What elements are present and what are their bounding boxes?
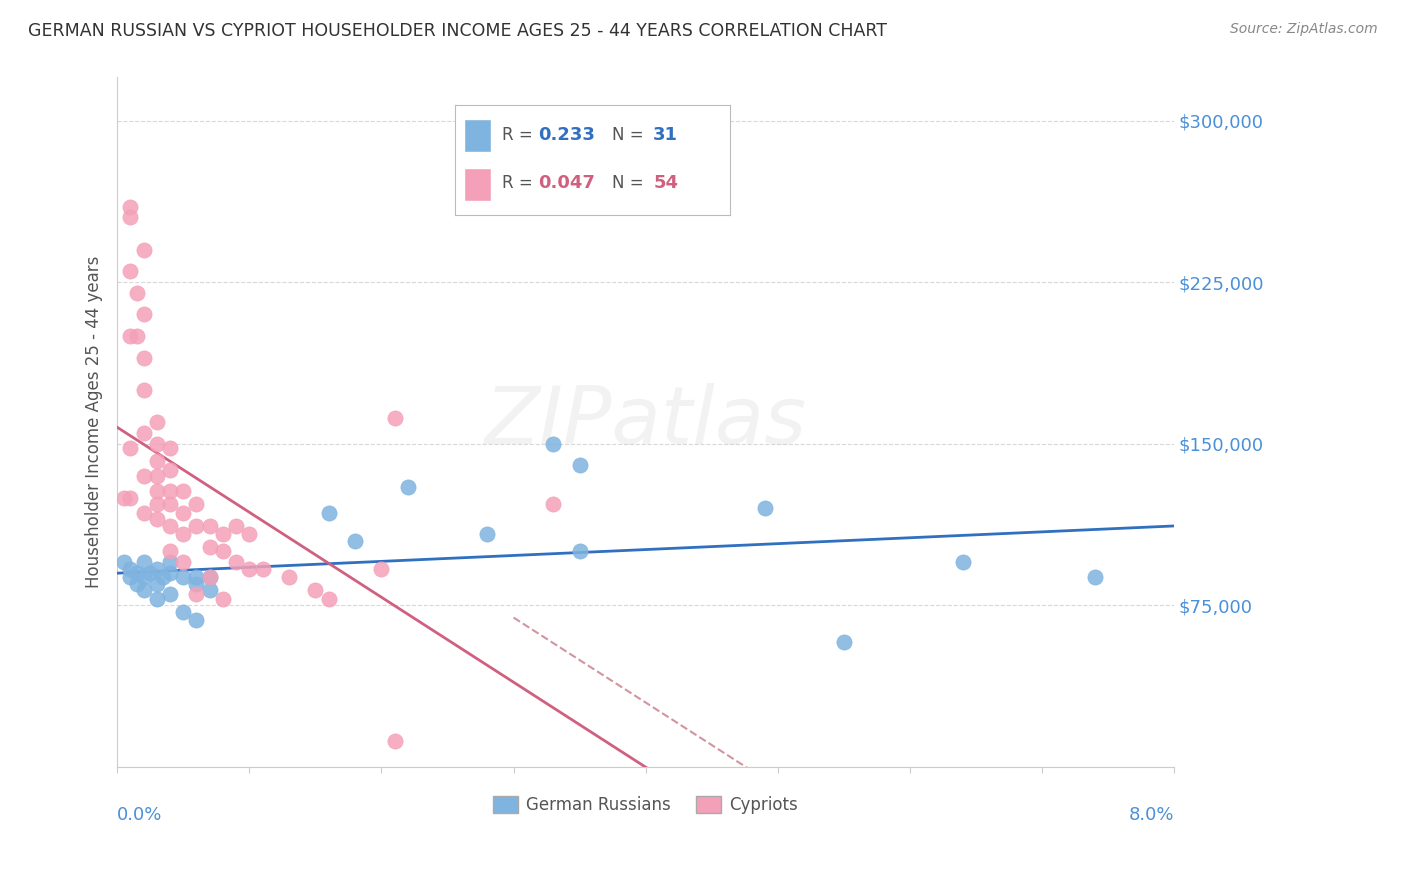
Point <box>132 383 155 397</box>
Point <box>172 555 194 569</box>
Point <box>568 544 591 558</box>
Point <box>159 518 181 533</box>
Point <box>132 555 155 569</box>
Point <box>541 497 564 511</box>
Point <box>132 469 155 483</box>
Point <box>318 591 340 606</box>
Point <box>132 583 155 598</box>
Text: Source: ZipAtlas.com: Source: ZipAtlas.com <box>1230 22 1378 37</box>
Point <box>238 561 260 575</box>
Point <box>159 441 181 455</box>
Point <box>112 491 135 505</box>
Point <box>146 415 169 429</box>
Point <box>146 497 169 511</box>
Point <box>212 527 235 541</box>
Point <box>172 484 194 499</box>
Legend: German Russians, Cypriots: German Russians, Cypriots <box>486 789 804 821</box>
Point <box>318 506 340 520</box>
Point <box>146 561 169 575</box>
Point <box>159 484 181 499</box>
Point <box>541 436 564 450</box>
Point <box>186 613 208 627</box>
Point <box>370 561 392 575</box>
Point <box>120 441 142 455</box>
Text: GERMAN RUSSIAN VS CYPRIOT HOUSEHOLDER INCOME AGES 25 - 44 YEARS CORRELATION CHAR: GERMAN RUSSIAN VS CYPRIOT HOUSEHOLDER IN… <box>28 22 887 40</box>
Point <box>146 576 169 591</box>
Point <box>172 605 194 619</box>
Point <box>146 469 169 483</box>
Point <box>146 454 169 468</box>
Point <box>754 501 776 516</box>
Point <box>120 561 142 575</box>
Point <box>252 561 274 575</box>
Point <box>198 540 221 554</box>
Point <box>120 211 142 225</box>
Point <box>125 285 148 300</box>
Point <box>146 436 169 450</box>
Point <box>120 570 142 584</box>
Point <box>278 570 301 584</box>
Point <box>132 243 155 257</box>
Point <box>159 587 181 601</box>
Point <box>343 533 366 548</box>
Text: 8.0%: 8.0% <box>1129 805 1174 823</box>
Point <box>475 527 498 541</box>
Point <box>146 591 169 606</box>
Point <box>198 583 221 598</box>
Point <box>132 307 155 321</box>
Point <box>146 484 169 499</box>
Point <box>139 566 162 580</box>
Point <box>186 587 208 601</box>
Point <box>159 555 181 569</box>
Point <box>132 351 155 365</box>
Point <box>172 527 194 541</box>
Point <box>396 480 419 494</box>
Point <box>186 570 208 584</box>
Point <box>225 518 247 533</box>
Point <box>159 566 181 580</box>
Point <box>832 635 855 649</box>
Point <box>568 458 591 473</box>
Point <box>952 555 974 569</box>
Point <box>304 583 326 598</box>
Point <box>198 570 221 584</box>
Point <box>120 491 142 505</box>
Point <box>120 200 142 214</box>
Point <box>120 329 142 343</box>
Point <box>212 591 235 606</box>
Point <box>120 264 142 278</box>
Point <box>112 555 135 569</box>
Point <box>159 497 181 511</box>
Point <box>186 576 208 591</box>
Point <box>125 566 148 580</box>
Point <box>384 410 406 425</box>
Point <box>159 462 181 476</box>
Point <box>198 570 221 584</box>
Point <box>125 576 148 591</box>
Point <box>225 555 247 569</box>
Point <box>172 570 194 584</box>
Point <box>384 734 406 748</box>
Point <box>1084 570 1107 584</box>
Y-axis label: Householder Income Ages 25 - 44 years: Householder Income Ages 25 - 44 years <box>86 256 103 589</box>
Point <box>186 497 208 511</box>
Point <box>212 544 235 558</box>
Text: ZIPatlas: ZIPatlas <box>485 384 807 461</box>
Point <box>186 518 208 533</box>
Point <box>132 425 155 440</box>
Point <box>125 329 148 343</box>
Point <box>172 506 194 520</box>
Point <box>198 518 221 533</box>
Point <box>132 570 155 584</box>
Text: 0.0%: 0.0% <box>117 805 163 823</box>
Point <box>146 512 169 526</box>
Point <box>159 544 181 558</box>
Point <box>132 506 155 520</box>
Point <box>152 570 174 584</box>
Point <box>238 527 260 541</box>
